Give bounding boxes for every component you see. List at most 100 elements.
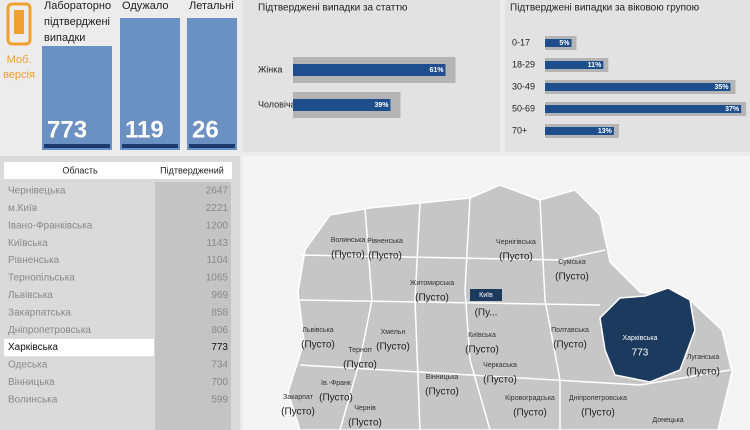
region-name: Полтавська: [551, 327, 589, 334]
region-name: Кіровоградська: [505, 394, 555, 402]
bar[interactable]: [545, 39, 572, 47]
region-name: Київська: [468, 332, 496, 339]
region-value: (Пусто): [343, 360, 377, 371]
region-value: (Пусто): [331, 250, 365, 261]
table-cell[interactable]: 858: [211, 307, 228, 318]
selected-row: [4, 338, 154, 357]
category-label: 18-29: [512, 59, 535, 69]
kyiv-box[interactable]: [470, 289, 502, 301]
border: [464, 197, 491, 430]
kharkiv-region[interactable]: [599, 287, 696, 383]
region-name: Терноп: [348, 347, 371, 354]
mobile-label[interactable]: версія: [3, 69, 35, 81]
table-cell[interactable]: Одеська: [8, 360, 48, 371]
kpi-title: підтверджені: [44, 16, 110, 28]
table-cell[interactable]: Дніпропетровська: [8, 325, 91, 336]
bar[interactable]: [545, 61, 604, 69]
table-header: Область: [62, 165, 98, 175]
region-value: (Пусто): [368, 251, 402, 262]
table-header-bg: [4, 162, 232, 179]
bar[interactable]: [545, 127, 614, 135]
table-cell[interactable]: Закарпатська: [8, 307, 71, 318]
kpi-title: Лабораторно: [44, 0, 111, 12]
table-cell[interactable]: Харківська: [8, 342, 58, 353]
table-cell[interactable]: Волинська: [8, 394, 58, 405]
region-name: Сумська: [558, 259, 586, 266]
region-value: (Пусто): [499, 252, 533, 263]
region-value: (Пусто): [319, 393, 353, 404]
bar[interactable]: [545, 105, 742, 113]
region-name: Рівненська: [367, 237, 403, 245]
region-name: Луганська: [687, 354, 720, 361]
region-value: (Пусто): [553, 340, 587, 351]
region-value: (Пусто): [348, 418, 382, 429]
category-label: 70+: [512, 125, 527, 135]
table-cell[interactable]: Івано-Франківська: [8, 220, 93, 231]
region-value: (Пусто): [281, 407, 315, 418]
mobile-label[interactable]: Моб.: [7, 54, 32, 66]
region-value: (Пусто): [686, 367, 720, 378]
region-value: (Пусто): [483, 375, 517, 386]
table-cell[interactable]: 2647: [206, 186, 229, 197]
table-cell[interactable]: Вінницька: [8, 377, 55, 388]
region-name: Закарпат: [283, 394, 314, 401]
table-cell[interactable]: 1143: [206, 238, 228, 249]
kpi-title: Одужало: [122, 0, 169, 12]
value-column: [155, 182, 231, 430]
value-label: 39%: [374, 102, 389, 109]
table-cell[interactable]: 700: [211, 377, 228, 388]
table-cell[interactable]: 1104: [206, 255, 228, 266]
kpi-underline: [44, 144, 110, 148]
bar[interactable]: [293, 99, 391, 111]
table-cell[interactable]: Тернопільська: [8, 273, 75, 284]
table-cell[interactable]: м.Київ: [8, 203, 37, 214]
kpi-underline: [122, 144, 178, 148]
category-label: 50-69: [512, 103, 535, 113]
category-label: Чоловіча: [258, 99, 296, 109]
region-name: Черкаська: [483, 362, 517, 369]
region-name: Чернів: [354, 404, 376, 412]
bar[interactable]: [545, 83, 731, 91]
table-cell[interactable]: 734: [211, 360, 228, 371]
chart-title: Підтверджені випадки за віковою групою: [510, 3, 700, 14]
region-name: Харківська: [623, 334, 658, 342]
region-name: Вінницька: [426, 373, 459, 381]
map-shapes: [287, 184, 733, 430]
region-value: (Пусто): [301, 340, 335, 351]
border: [299, 364, 731, 386]
category-label: Жінка: [258, 64, 282, 74]
region-value: 773: [632, 348, 649, 359]
table-cell[interactable]: Чернівецька: [8, 186, 66, 197]
value-label: 37%: [725, 106, 740, 113]
kpi-card: [42, 46, 112, 150]
table-cell[interactable]: Львівська: [8, 290, 53, 301]
region-name: Хмельн: [381, 329, 406, 336]
value-label: 35%: [714, 84, 729, 91]
value-label: 11%: [588, 62, 602, 69]
table-cell[interactable]: 806: [211, 325, 228, 336]
region-name: Донецька: [652, 417, 683, 424]
table-cell[interactable]: 969: [211, 290, 228, 301]
region-value: (Пусто): [555, 272, 589, 283]
table-header: Підтверджений: [160, 165, 224, 175]
kpi-value: 26: [192, 116, 219, 143]
table-cell[interactable]: 599: [211, 394, 228, 405]
table-cell[interactable]: Київська: [8, 238, 48, 249]
region-name: Київ: [479, 292, 493, 299]
border: [539, 199, 561, 430]
region-value: (Пусто): [513, 408, 547, 419]
category-label: 0-17: [512, 37, 530, 47]
mobile-icon[interactable]: [6, 2, 32, 46]
table-cell[interactable]: Рівненська: [8, 255, 60, 266]
region-name: Житомирська: [410, 280, 454, 287]
bar[interactable]: [293, 64, 446, 76]
kpi-card: [187, 18, 237, 150]
value-label: 13%: [598, 128, 613, 135]
table-cell[interactable]: 773: [211, 342, 228, 353]
table-cell[interactable]: 2221: [206, 203, 229, 214]
table-cell[interactable]: 1200: [206, 220, 229, 231]
kpi-title: випадки: [44, 32, 85, 44]
table-cell[interactable]: 1065: [206, 273, 229, 284]
kpi-value: 773: [47, 116, 87, 143]
